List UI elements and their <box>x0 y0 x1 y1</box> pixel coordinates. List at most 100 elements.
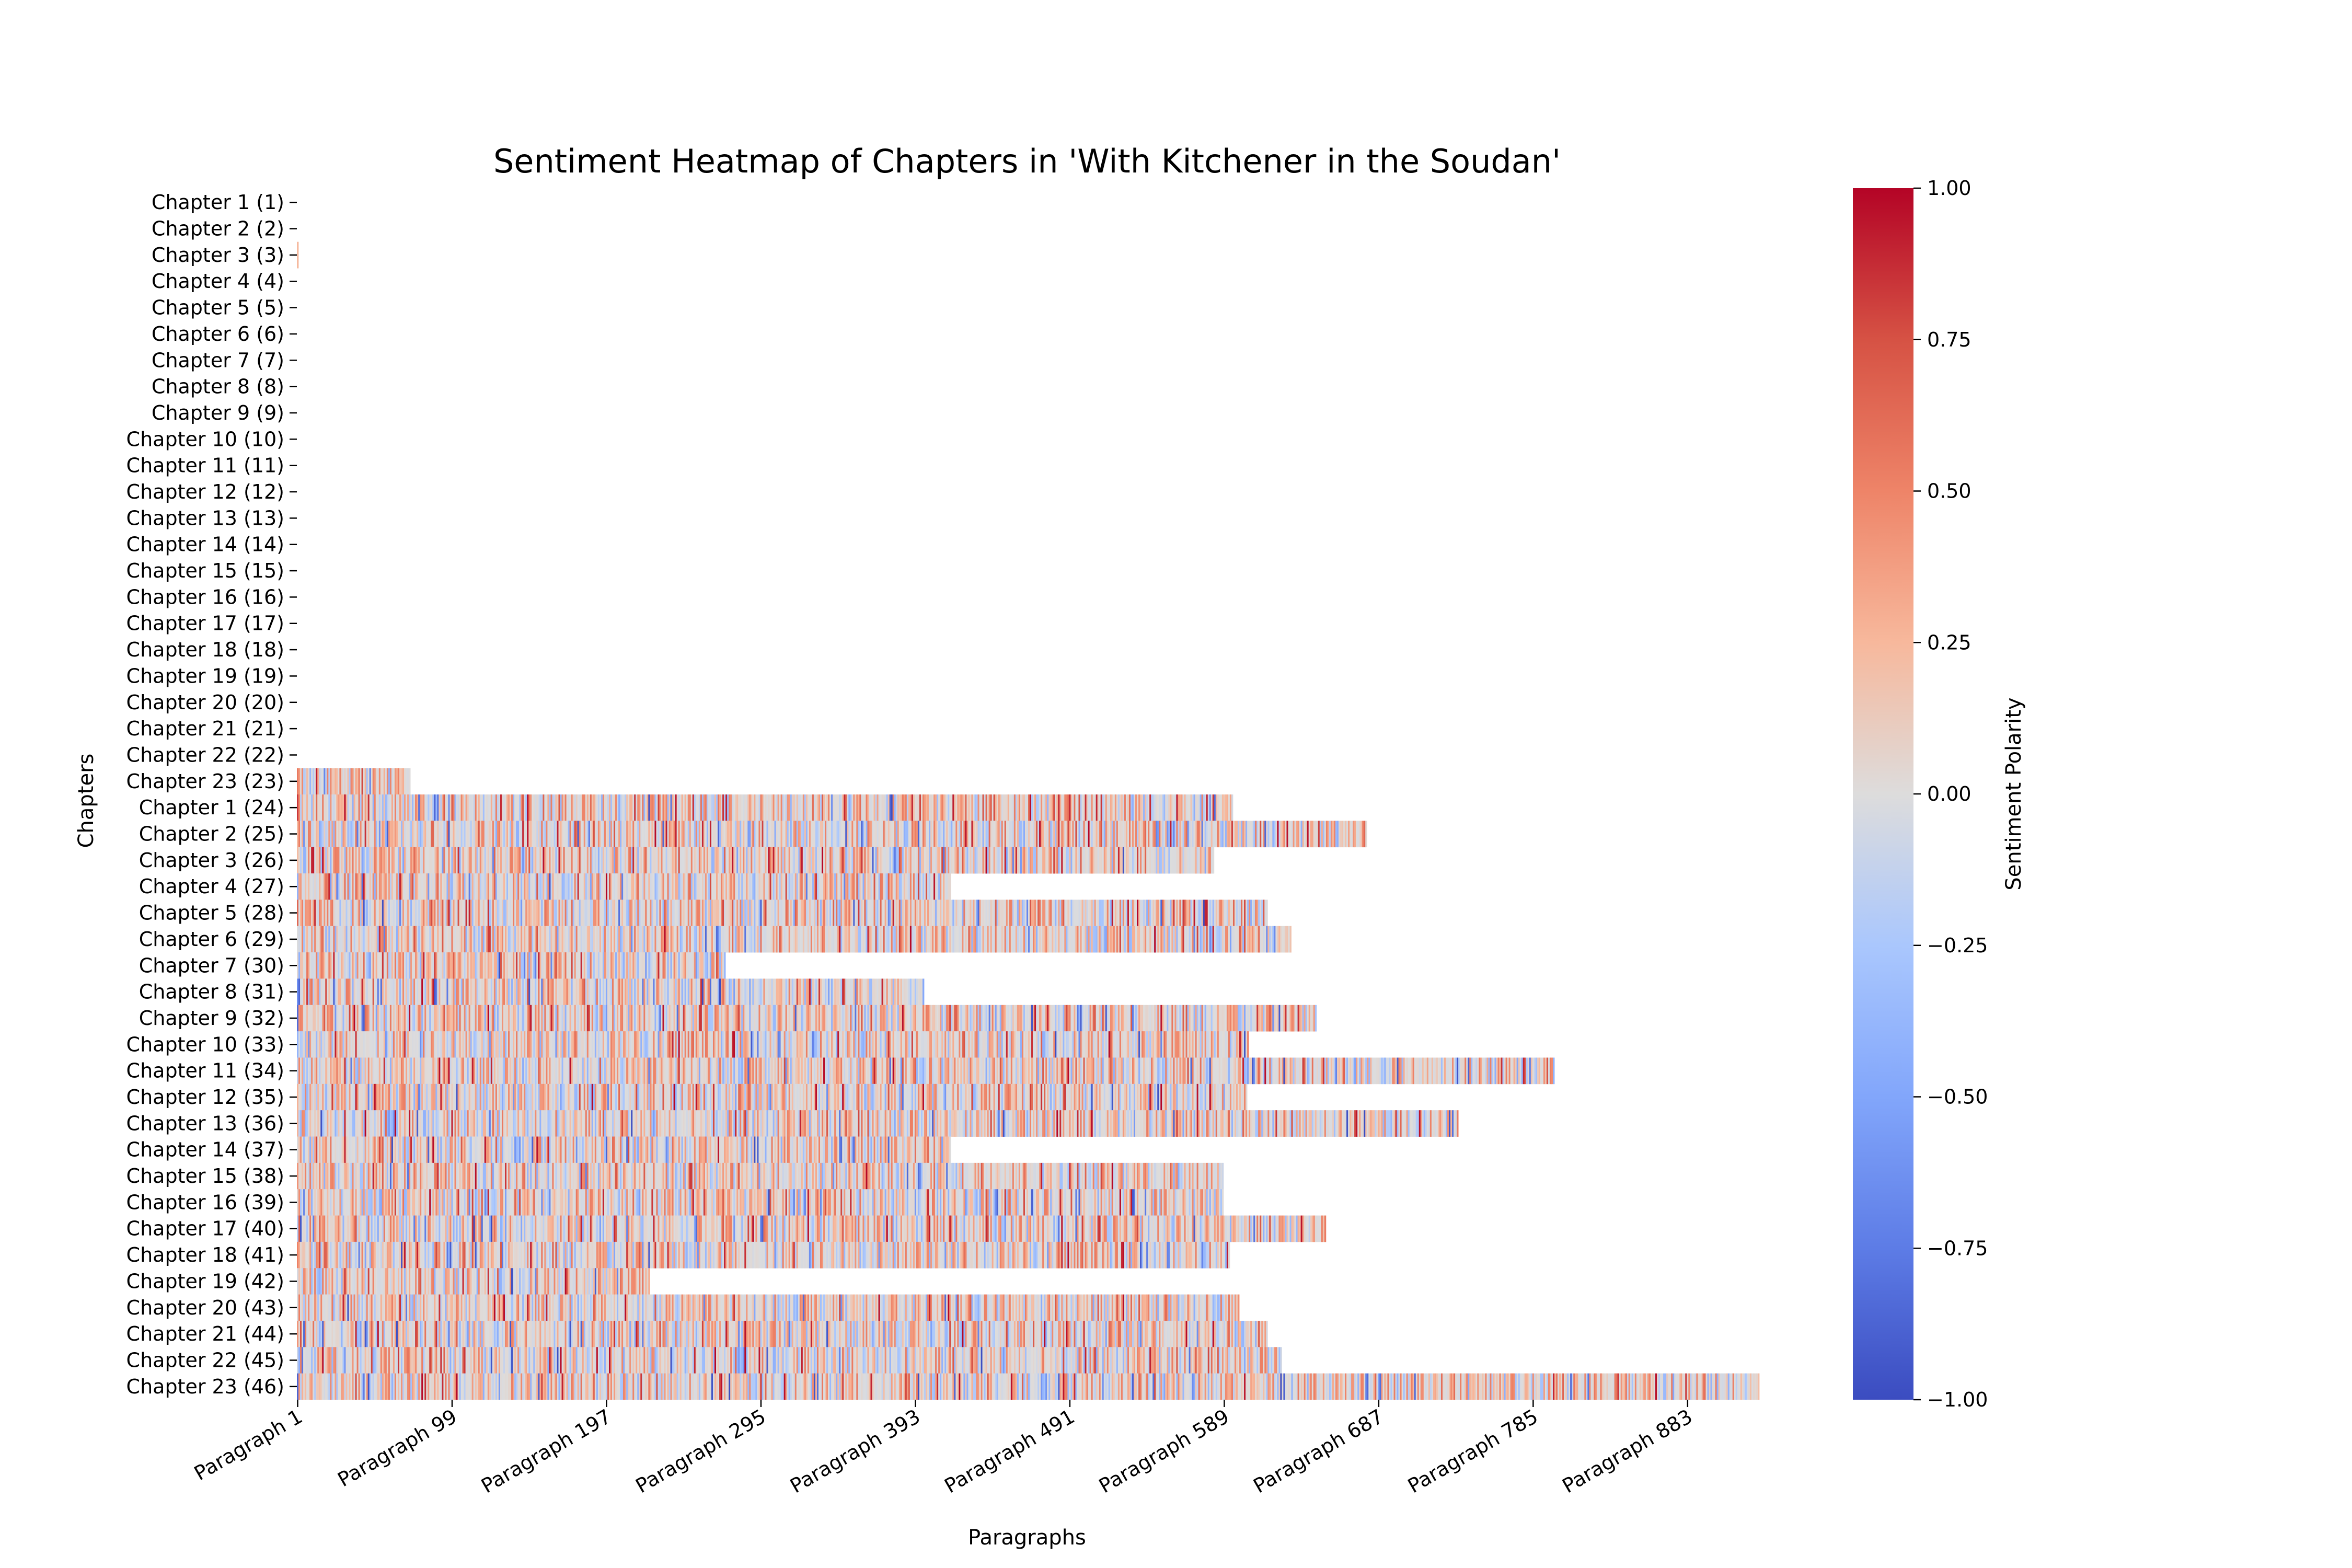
heatmap-cell <box>831 821 833 848</box>
heatmap-cell <box>861 873 863 900</box>
heatmap-cell <box>423 794 425 821</box>
heatmap-cell <box>1033 847 1035 874</box>
heatmap-cell <box>825 978 827 1006</box>
heatmap-cell <box>833 794 835 821</box>
heatmap-cell <box>902 847 904 874</box>
heatmap-cell <box>1102 900 1104 927</box>
heatmap-cell <box>473 847 476 874</box>
heatmap-cell <box>313 926 315 953</box>
heatmap-cell <box>338 847 340 874</box>
heatmap-cell <box>701 926 704 953</box>
heatmap-cell <box>884 794 887 821</box>
heatmap-cell <box>836 900 838 927</box>
heatmap-cell <box>1033 926 1035 953</box>
heatmap-cell <box>1006 794 1008 821</box>
heatmap-cell <box>308 768 310 795</box>
heatmap-cell <box>574 847 577 874</box>
heatmap-cell <box>513 978 515 1006</box>
heatmap-cell <box>799 794 802 821</box>
heatmap-cell <box>1214 794 1216 821</box>
heatmap-cell <box>640 952 642 979</box>
heatmap-cell <box>1086 900 1088 927</box>
heatmap-cell <box>519 794 521 821</box>
heatmap-cell <box>856 900 858 927</box>
heatmap-cell <box>1063 900 1065 927</box>
heatmap-cell <box>410 952 412 979</box>
heatmap-cell <box>1214 926 1216 953</box>
heatmap-cell <box>478 873 480 900</box>
heatmap-cell <box>341 873 343 900</box>
heatmap-cell <box>1045 847 1047 874</box>
heatmap-cell <box>514 794 516 821</box>
heatmap-cell <box>839 847 841 874</box>
heatmap-cell <box>1047 900 1049 927</box>
heatmap-cell <box>913 1005 915 1032</box>
heatmap-cell <box>449 873 452 900</box>
heatmap-cell <box>816 1005 819 1032</box>
heatmap-cell <box>471 1005 474 1032</box>
heatmap-cell <box>471 978 474 1006</box>
heatmap-cell <box>779 794 781 821</box>
heatmap-cell <box>1195 1005 1197 1032</box>
heatmap-cell <box>802 873 805 900</box>
heatmap-cell <box>850 794 852 821</box>
heatmap-cell <box>769 1005 771 1032</box>
heatmap-cell <box>829 847 832 874</box>
heatmap-cell <box>873 794 875 821</box>
heatmap-cell <box>498 873 501 900</box>
heatmap-cell <box>650 952 652 979</box>
heatmap-cell <box>937 794 939 821</box>
heatmap-cell <box>711 952 713 979</box>
heatmap-cell <box>930 1005 932 1032</box>
heatmap-cell <box>302 1005 304 1032</box>
heatmap-cell <box>305 794 307 821</box>
heatmap-cell <box>736 847 739 874</box>
heatmap-cell <box>768 978 770 1006</box>
heatmap-cell <box>1018 821 1021 848</box>
heatmap-cell <box>850 821 852 848</box>
heatmap-cell <box>998 900 1000 927</box>
heatmap-cell <box>973 926 975 953</box>
heatmap-cell <box>1012 926 1014 953</box>
heatmap-cell <box>1113 1005 1115 1032</box>
heatmap-cell <box>448 952 450 979</box>
heatmap-cell <box>367 900 370 927</box>
heatmap-cell <box>810 900 813 927</box>
heatmap-cell <box>399 873 401 900</box>
heatmap-cell <box>410 926 412 953</box>
heatmap-cell <box>460 926 463 953</box>
heatmap-cell <box>1181 900 1183 927</box>
heatmap-cell <box>306 873 308 900</box>
heatmap-cell <box>375 900 378 927</box>
heatmap-cell <box>782 900 785 927</box>
heatmap-cell <box>952 1005 954 1032</box>
heatmap-cell <box>916 1005 918 1032</box>
heatmap-cell <box>933 926 936 953</box>
heatmap-cell <box>547 1005 549 1032</box>
heatmap-cell <box>1113 847 1115 874</box>
heatmap-cell <box>363 821 365 848</box>
heatmap-cell <box>385 1005 387 1032</box>
heatmap-cell <box>919 873 921 900</box>
heatmap-cell <box>684 847 687 874</box>
heatmap-cell <box>926 821 928 848</box>
heatmap-cell <box>697 926 699 953</box>
heatmap-cell <box>311 952 313 979</box>
heatmap-cell <box>380 847 383 874</box>
heatmap-cell <box>356 1031 359 1058</box>
heatmap-cell <box>798 821 800 848</box>
heatmap-cell <box>741 926 743 953</box>
heatmap-cell <box>670 900 672 927</box>
heatmap-cell <box>897 821 900 848</box>
heatmap-cell <box>1187 821 1189 848</box>
heatmap-cell <box>347 768 349 795</box>
heatmap-cell <box>738 900 740 927</box>
heatmap-cell <box>736 821 739 848</box>
heatmap-cell <box>1148 821 1150 848</box>
heatmap-cell <box>932 794 934 821</box>
heatmap-cell <box>453 821 455 848</box>
heatmap-cell <box>322 1005 324 1032</box>
heatmap-cell <box>378 978 381 1006</box>
heatmap-cell <box>962 847 964 874</box>
heatmap-cell <box>579 873 581 900</box>
